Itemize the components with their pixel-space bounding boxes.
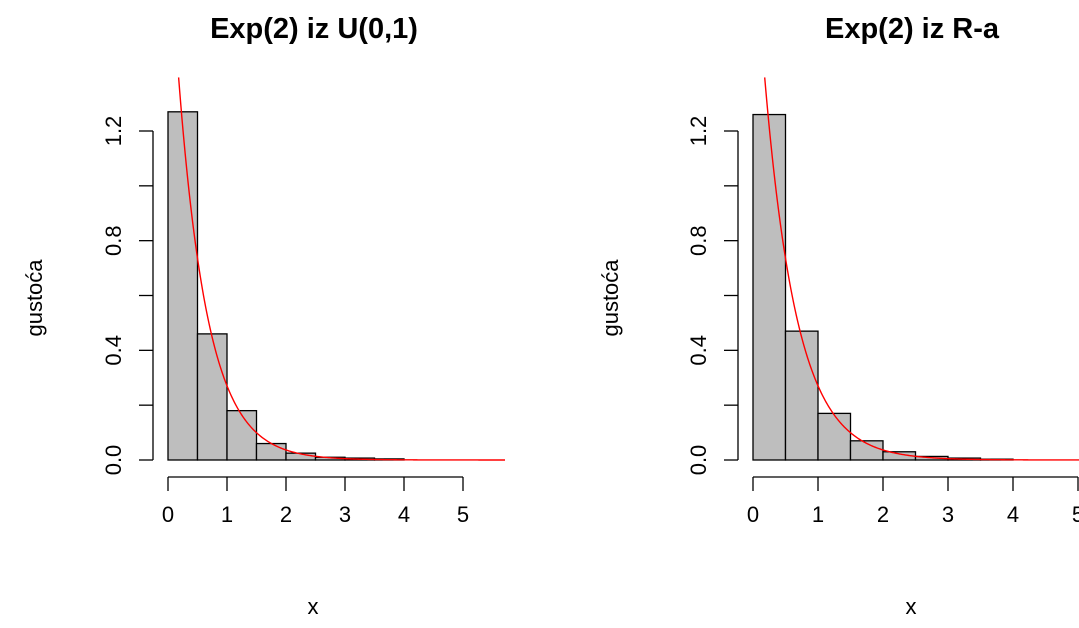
y-axis: 0.0 0.4 0.8 1.2	[686, 116, 739, 476]
x-tick-label: 5	[1072, 502, 1079, 527]
histogram-bar	[196, 333, 228, 461]
y-tick-label: 0.0	[101, 445, 126, 476]
y-tick-label: 0.4	[686, 335, 711, 366]
x-tick-label: 4	[398, 502, 410, 527]
x-tick-label: 0	[747, 502, 759, 527]
density-curve	[177, 77, 505, 461]
y-tick-label: 1.2	[686, 116, 711, 147]
y-tick-label: 1.2	[101, 116, 126, 147]
histogram-bar	[226, 409, 258, 461]
y-tick-label: 0.8	[686, 225, 711, 256]
chart-title: Exp(2) iz R-a	[825, 13, 1000, 45]
x-tick-label: 0	[162, 502, 174, 527]
y-tick-label: 0.8	[101, 225, 126, 256]
bars	[167, 111, 405, 461]
x-tick-label: 2	[877, 502, 889, 527]
histogram-bar	[784, 330, 819, 461]
density-line	[177, 77, 505, 461]
density-curve	[764, 77, 1079, 461]
x-tick-label: 2	[280, 502, 292, 527]
histogram-bar	[255, 442, 287, 461]
y-axis: 0.0 0.4 0.8 1.2	[101, 116, 154, 476]
bars	[752, 113, 1014, 461]
x-tick-label: 1	[221, 502, 233, 527]
x-tick-label: 4	[1007, 502, 1019, 527]
y-axis-label: gustoća	[22, 259, 47, 337]
x-tick-label: 3	[339, 502, 351, 527]
histogram-panel-right: Exp(2) iz R-a gustoća x 0 1 2 3 4 5 0.0 0.4 0.8…	[598, 13, 1079, 619]
histogram-bar	[167, 111, 199, 461]
density-line	[764, 77, 1079, 461]
x-axis-label: x	[308, 594, 319, 619]
x-axis: 0 1 2 3 4 5	[747, 476, 1079, 527]
histogram-panel-left: Exp(2) iz U(0,1) gustoća x 0 1 2 3 4 5 0.0 0.4…	[22, 13, 505, 619]
histogram-bar	[752, 113, 787, 461]
y-axis-label: gustoća	[598, 259, 623, 337]
x-tick-label: 3	[942, 502, 954, 527]
x-axis-label: x	[906, 594, 917, 619]
y-tick-label: 0.0	[686, 445, 711, 476]
y-tick-label: 0.4	[101, 335, 126, 366]
x-tick-label: 1	[812, 502, 824, 527]
x-tick-label: 5	[457, 502, 469, 527]
chart-title: Exp(2) iz U(0,1)	[210, 13, 418, 45]
histogram-bar	[817, 412, 852, 461]
x-axis: 0 1 2 3 4 5	[162, 476, 469, 527]
